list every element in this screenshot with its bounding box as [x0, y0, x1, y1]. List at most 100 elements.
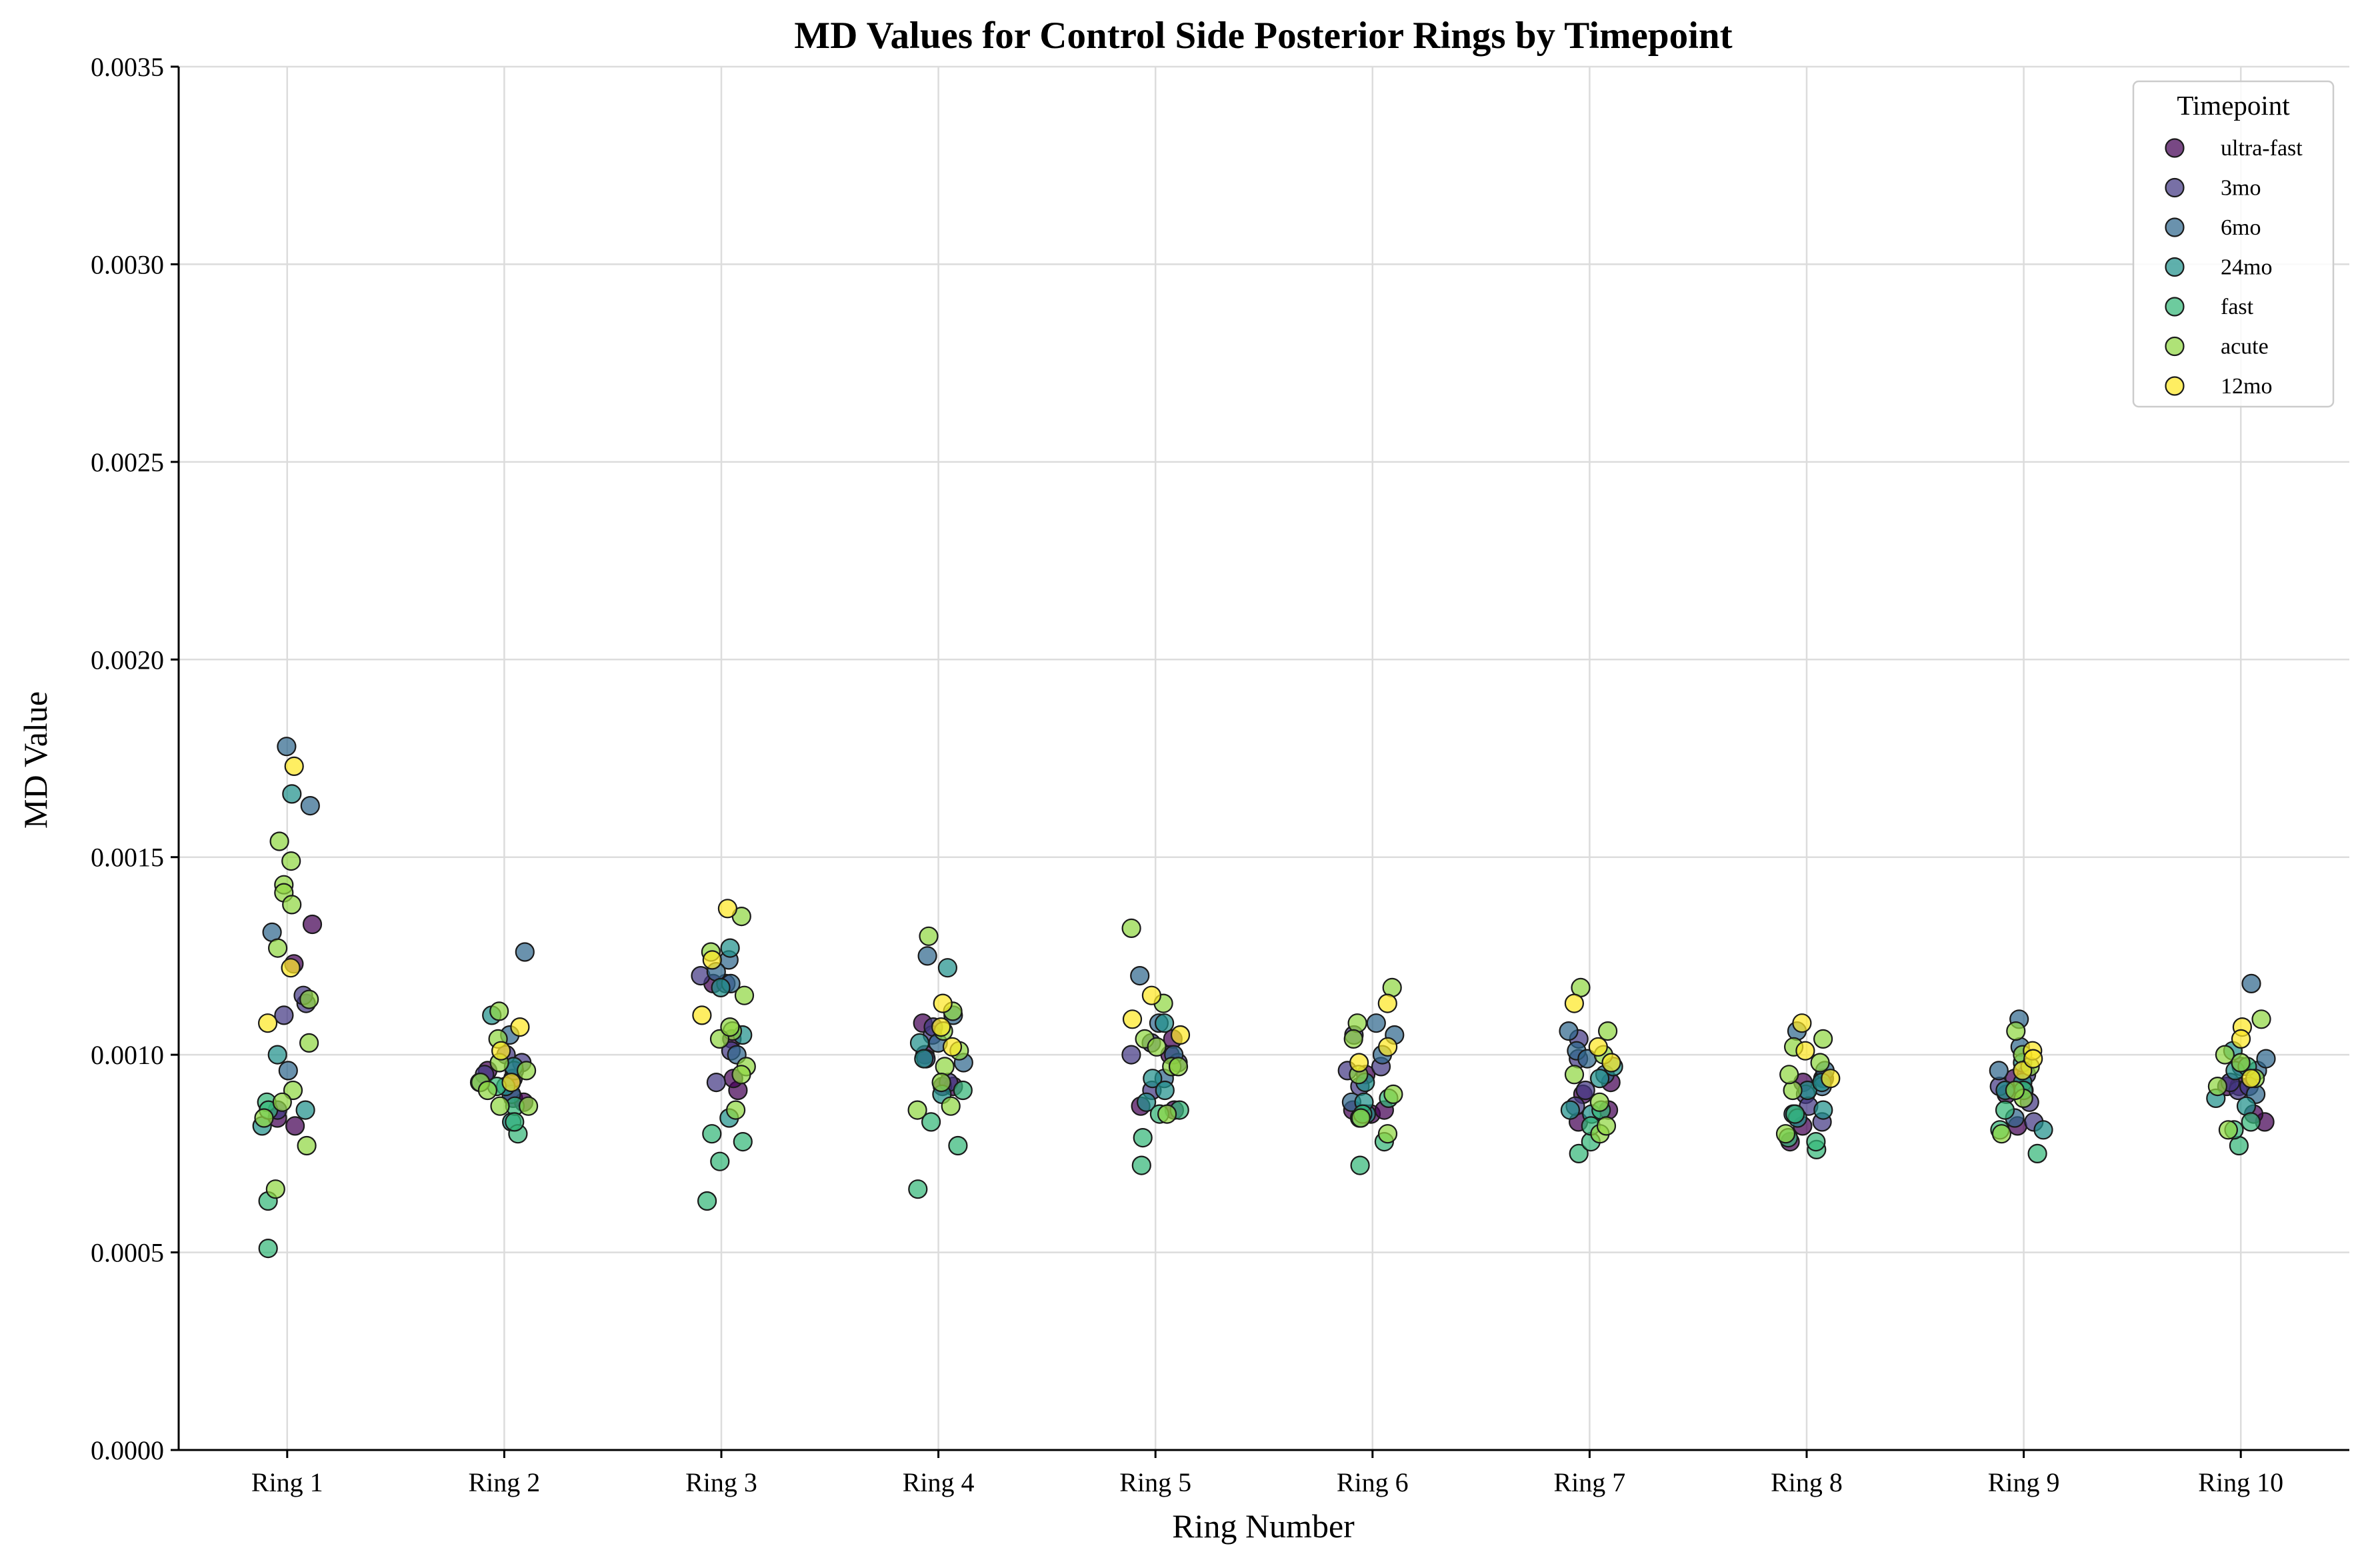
data-point [258, 1013, 278, 1033]
data-point [1821, 1069, 1841, 1089]
data-point [921, 1112, 941, 1132]
y-tick-label: 0.0035 [91, 52, 164, 82]
data-point [948, 1135, 968, 1156]
series-ultra-fast [267, 914, 2275, 1152]
data-point [302, 914, 323, 935]
y-tick-label: 0.0005 [91, 1238, 164, 1268]
data-point [299, 1033, 319, 1053]
data-point [299, 989, 319, 1009]
legend-label: 3mo [2221, 176, 2261, 201]
x-tick-label: Ring 10 [2198, 1467, 2283, 1497]
series-24mo [252, 784, 2257, 1140]
data-point [1589, 1092, 1609, 1112]
x-axis-title: Ring Number [1172, 1507, 1355, 1545]
legend-marker [2165, 376, 2185, 396]
chart-title: MD Values for Control Side Posterior Rin… [794, 15, 1732, 57]
y-tick-label: 0.0025 [91, 447, 164, 477]
y-tick-label: 0.0000 [91, 1435, 164, 1465]
data-point [2256, 1049, 2276, 1069]
data-point [725, 1100, 746, 1120]
data-point [1785, 1104, 1805, 1124]
data-point [919, 926, 939, 946]
data-point [908, 1179, 928, 1199]
data-point [914, 1049, 934, 1069]
data-point [1792, 1013, 1812, 1033]
series-6mo [262, 737, 2276, 1128]
data-point [1564, 993, 1584, 1013]
legend-marker [2165, 177, 2185, 198]
data-point [477, 1080, 498, 1101]
data-point [720, 938, 740, 958]
data-point [1795, 1041, 1815, 1061]
data-point [734, 985, 755, 1005]
data-point [907, 1100, 927, 1120]
data-point [2251, 1009, 2271, 1029]
data-point [1136, 1092, 1157, 1112]
data-point [702, 1124, 722, 1144]
data-point [1343, 1029, 1363, 1049]
data-point [518, 1096, 539, 1116]
data-point [1989, 1061, 2009, 1081]
data-point [2207, 1076, 2227, 1097]
data-point [490, 1096, 510, 1116]
data-point [268, 938, 288, 958]
data-point [942, 1037, 963, 1057]
x-tick-label: Ring 4 [903, 1467, 975, 1497]
y-tick-label: 0.0030 [91, 249, 164, 279]
legend-label: ultra-fast [2221, 136, 2303, 161]
data-point [269, 831, 289, 851]
x-tick-label: Ring 1 [251, 1467, 323, 1497]
data-point [917, 946, 937, 966]
data-point [1775, 1124, 1796, 1144]
data-point [1596, 1116, 1617, 1136]
data-point [2241, 973, 2261, 994]
x-tick-label: Ring 5 [1119, 1467, 1191, 1497]
data-point [274, 1005, 294, 1025]
data-point [281, 851, 301, 871]
data-point [501, 1072, 521, 1093]
series-3mo [267, 965, 2259, 1132]
x-tick-label: Ring 8 [1771, 1467, 1843, 1497]
data-point [510, 1017, 530, 1037]
data-point [1121, 918, 1141, 939]
data-point [300, 795, 320, 816]
legend-marker [2165, 257, 2185, 277]
data-point [931, 1072, 951, 1093]
data-point [1590, 1069, 1610, 1089]
data-point [1377, 1124, 1398, 1144]
data-point [2218, 1120, 2238, 1140]
data-point [1995, 1100, 2015, 1120]
data-point [258, 1238, 278, 1259]
data-point [931, 1017, 951, 1037]
data-point [1559, 1021, 1579, 1041]
data-point [265, 1179, 285, 1199]
data-point [1378, 1037, 1398, 1057]
y-tick-label: 0.0020 [91, 645, 164, 675]
axes: 0.0000 0.0005 0.0010 0.0015 0.0020 0.0025 0.00… [91, 52, 2349, 1497]
data-point [1121, 1045, 1141, 1065]
data-point [2027, 1143, 2047, 1164]
series-12mo [258, 756, 2261, 1093]
data-point [295, 1100, 315, 1120]
legend-label: 24mo [2221, 255, 2272, 280]
legend-marker [2165, 336, 2185, 357]
legend-label: 12mo [2221, 374, 2272, 399]
data-point [1154, 1013, 1175, 1033]
legend-marker [2165, 217, 2185, 237]
data-point [1560, 1100, 1580, 1120]
data-point [1349, 1053, 1369, 1073]
data-point [2241, 1069, 2261, 1089]
data-point [720, 1017, 740, 1037]
data-point [489, 1001, 509, 1021]
data-point [1143, 1069, 1163, 1089]
data-point [1598, 1021, 1618, 1041]
legend-label: acute [2221, 335, 2269, 359]
data-point [711, 977, 731, 998]
legend-label: fast [2221, 295, 2254, 319]
data-point [1383, 1084, 1403, 1105]
data-point [1155, 1080, 1175, 1101]
data-point [933, 993, 953, 1013]
data-point [2023, 1049, 2043, 1069]
data-point [505, 1112, 525, 1132]
